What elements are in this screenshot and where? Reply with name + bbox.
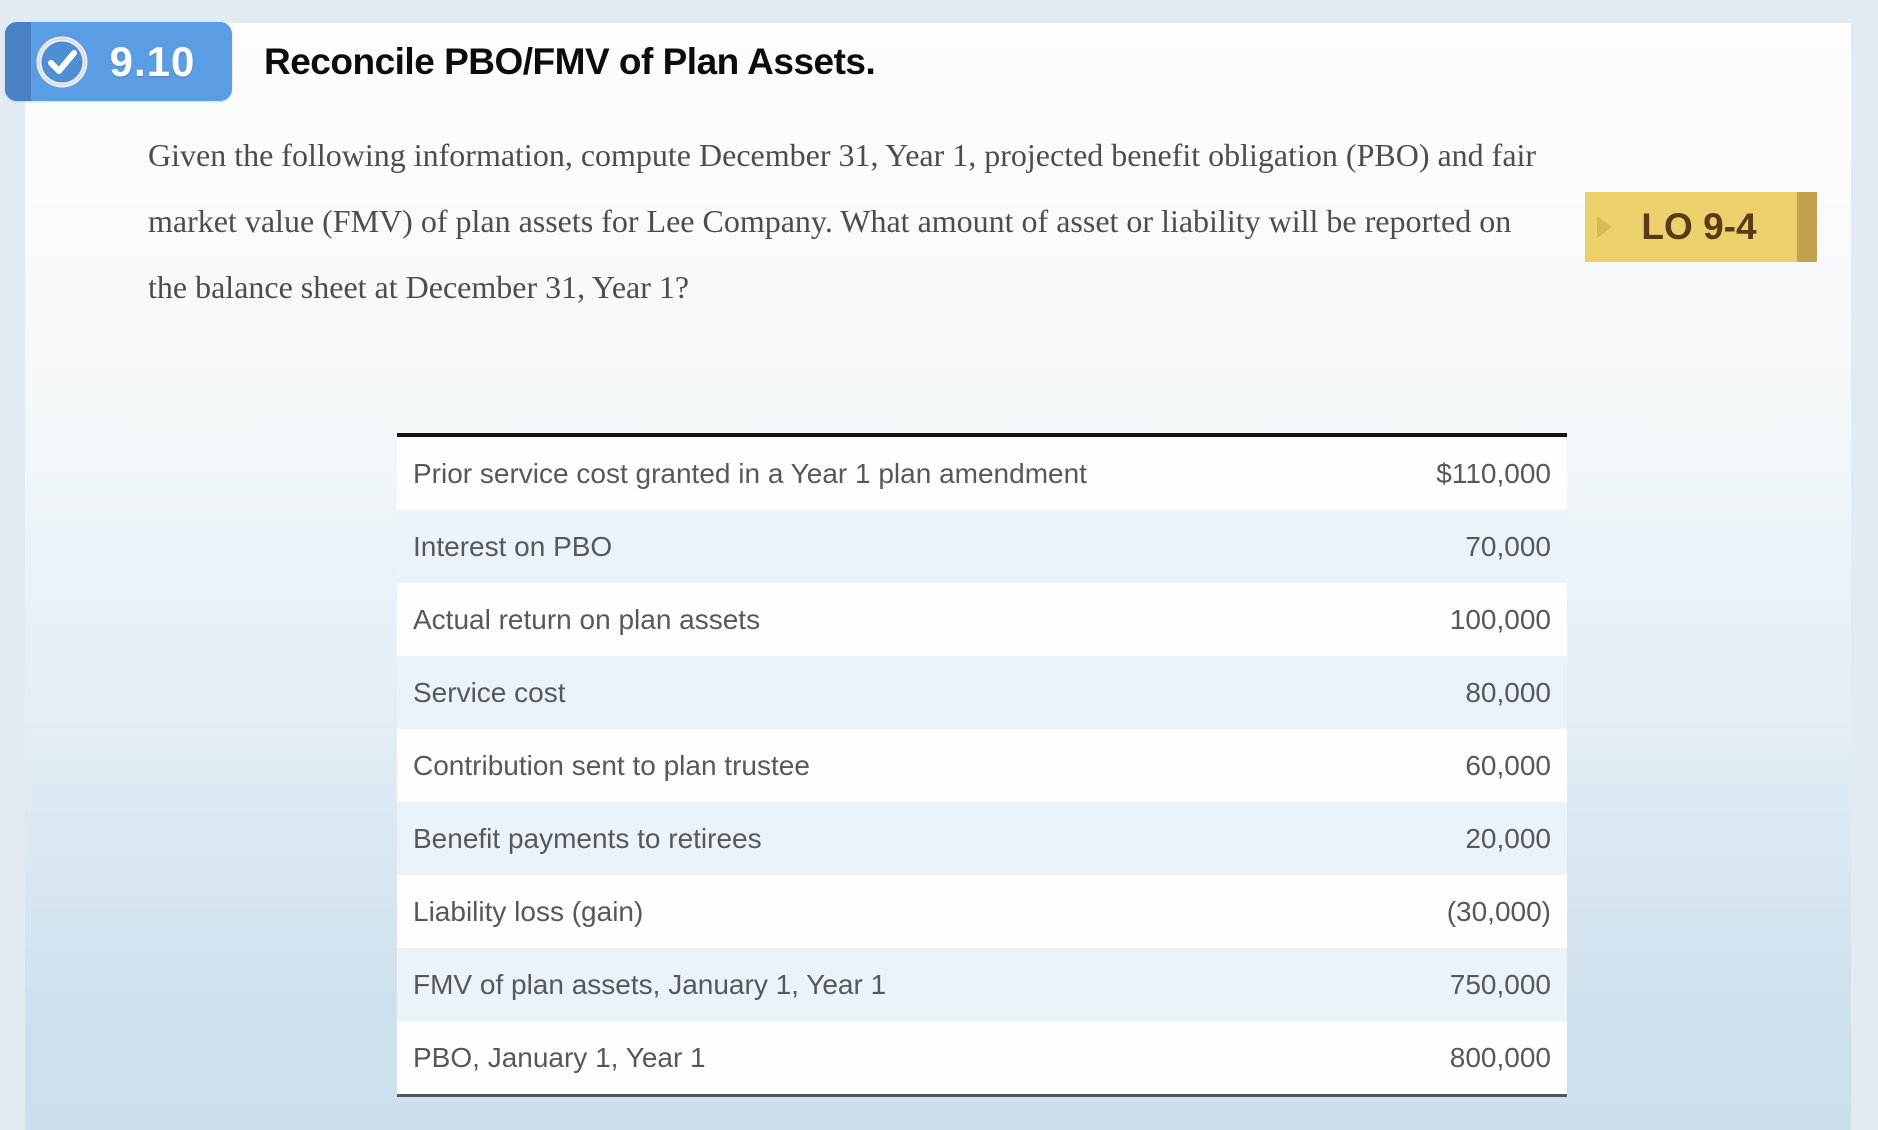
table-row: Liability loss (gain) (30,000) [397, 875, 1567, 948]
row-label: Actual return on plan assets [413, 603, 761, 635]
table-row: Prior service cost granted in a Year 1 p… [397, 437, 1567, 510]
data-table: Prior service cost granted in a Year 1 p… [397, 433, 1567, 1097]
exercise-number-badge[interactable]: 9.10 [5, 22, 232, 101]
row-value: 800,000 [1449, 1041, 1551, 1073]
table-row: Actual return on plan assets 100,000 [397, 583, 1567, 656]
row-label: Benefit payments to retirees [413, 822, 762, 854]
row-value: $110,000 [1436, 457, 1551, 489]
check-circle-icon [35, 35, 89, 89]
row-value: 70,000 [1465, 530, 1551, 562]
table-row: Benefit payments to retirees 20,000 [397, 802, 1567, 875]
row-value: 80,000 [1465, 676, 1551, 708]
row-value: (30,000) [1446, 895, 1551, 927]
table-row: Interest on PBO 70,000 [397, 510, 1567, 583]
table-row: PBO, January 1, Year 1 800,000 [397, 1021, 1567, 1094]
title-row: Reconcile PBO/FMV of Plan Assets. [264, 22, 876, 101]
row-label: Contribution sent to plan trustee [413, 749, 810, 781]
table-row: Contribution sent to plan trustee 60,000 [397, 729, 1567, 802]
table-row: Service cost 80,000 [397, 656, 1567, 729]
row-label: Prior service cost granted in a Year 1 p… [413, 457, 1087, 489]
exercise-number: 9.10 [109, 37, 196, 85]
learning-objective-badge[interactable]: LO 9-4 [1585, 192, 1817, 262]
row-value: 100,000 [1449, 603, 1551, 635]
row-label: Interest on PBO [413, 530, 613, 562]
row-label: Liability loss (gain) [413, 895, 644, 927]
row-value: 60,000 [1465, 749, 1551, 781]
table-row: FMV of plan assets, January 1, Year 1 750… [397, 948, 1567, 1021]
lo-badge-label: LO 9-4 [1641, 206, 1757, 247]
row-value: 20,000 [1465, 822, 1551, 854]
lo-badge-right-strip [1797, 192, 1817, 262]
row-label: Service cost [413, 676, 566, 708]
page-title: Reconcile PBO/FMV of Plan Assets. [264, 40, 876, 82]
row-label: PBO, January 1, Year 1 [413, 1041, 706, 1073]
row-label: FMV of plan assets, January 1, Year 1 [413, 968, 887, 1000]
row-value: 750,000 [1449, 968, 1551, 1000]
play-arrow-icon [1597, 216, 1612, 238]
badge-left-tab [5, 22, 31, 101]
question-text: Given the following information, compute… [148, 137, 1537, 305]
